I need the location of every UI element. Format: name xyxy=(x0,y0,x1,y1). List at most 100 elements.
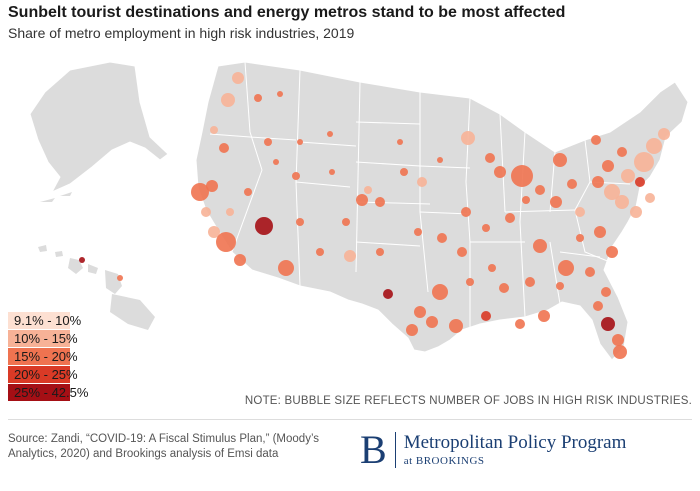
legend-label: 9.1% - 10% xyxy=(14,313,82,328)
legend-item: 25% - 42.5% xyxy=(8,384,144,401)
metro-bubble xyxy=(191,183,209,201)
metro-bubble xyxy=(383,289,393,299)
brand-name: Metropolitan Policy Program xyxy=(403,432,627,453)
metro-bubble xyxy=(505,213,515,223)
metro-bubble xyxy=(216,232,236,252)
metro-bubble xyxy=(264,138,272,146)
legend-label: 10% - 15% xyxy=(14,331,78,346)
brand-subtitle: at BROOKINGS xyxy=(403,455,485,467)
legend-label: 25% - 42.5% xyxy=(14,385,89,400)
metro-bubble xyxy=(482,224,490,232)
metro-bubble xyxy=(437,233,447,243)
metro-bubble xyxy=(426,316,438,328)
metro-bubble xyxy=(511,165,533,187)
metro-bubble xyxy=(327,131,333,137)
metro-bubble xyxy=(376,248,384,256)
metro-bubble xyxy=(621,169,635,183)
metro-bubble xyxy=(617,147,627,157)
metro-bubble xyxy=(646,138,662,154)
metro-bubble xyxy=(273,159,279,165)
metro-bubble xyxy=(292,172,300,180)
metro-bubble xyxy=(481,311,491,321)
legend-swatch xyxy=(8,312,70,329)
legend-swatch xyxy=(8,384,70,401)
metro-bubble xyxy=(437,157,443,163)
metro-bubble xyxy=(533,239,547,253)
metro-bubble xyxy=(226,208,234,216)
us-bubble-map xyxy=(29,61,689,361)
metro-bubble xyxy=(277,91,283,97)
metro-bubble xyxy=(414,306,426,318)
metro-bubble xyxy=(397,139,403,145)
metro-bubble xyxy=(601,317,615,331)
metro-bubble xyxy=(615,195,629,209)
legend-item: 10% - 15% xyxy=(8,330,144,347)
metro-bubble xyxy=(296,218,304,226)
metro-bubbles xyxy=(79,72,670,359)
metro-bubble xyxy=(278,260,294,276)
metro-bubble xyxy=(593,301,603,311)
metro-bubble xyxy=(79,257,85,263)
metro-bubble xyxy=(576,234,584,242)
metro-bubble xyxy=(585,267,595,277)
hawaii-shape xyxy=(38,245,155,330)
metro-bubble xyxy=(406,324,418,336)
metro-bubble xyxy=(485,153,495,163)
metro-bubble xyxy=(461,207,471,217)
metro-bubble xyxy=(342,218,350,226)
metro-bubble xyxy=(567,179,577,189)
metro-bubble xyxy=(417,177,427,187)
metro-bubble xyxy=(601,287,611,297)
brookings-logo: B Metropolitan Policy Program at BROOKIN… xyxy=(360,430,626,470)
metro-bubble xyxy=(255,217,273,235)
metro-bubble xyxy=(635,177,645,187)
metro-bubble xyxy=(232,72,244,84)
metro-bubble xyxy=(432,284,448,300)
metro-bubble xyxy=(591,135,601,145)
metro-bubble xyxy=(606,246,618,258)
metro-bubble xyxy=(329,169,335,175)
metro-bubble xyxy=(208,226,220,238)
footer-divider xyxy=(8,419,692,420)
chart-title: Sunbelt tourist destinations and energy … xyxy=(8,4,566,21)
metro-bubble xyxy=(414,228,422,236)
metro-bubble xyxy=(575,207,585,217)
metro-bubble xyxy=(254,94,262,102)
metro-bubble xyxy=(499,283,509,293)
legend-label: 15% - 20% xyxy=(14,349,78,364)
metro-bubble xyxy=(356,194,368,206)
metro-bubble xyxy=(592,176,604,188)
legend: 9.1% - 10% 10% - 15% 15% - 20% 20% - 25%… xyxy=(8,312,144,402)
metro-bubble xyxy=(522,196,530,204)
chart-subtitle: Share of metro employment in high risk i… xyxy=(8,25,355,41)
legend-item: 20% - 25% xyxy=(8,366,144,383)
brand-separator xyxy=(394,432,396,468)
metro-bubble xyxy=(488,264,496,272)
legend-swatch xyxy=(8,348,70,365)
metro-bubble xyxy=(535,185,545,195)
metro-bubble xyxy=(461,131,475,145)
metro-bubble xyxy=(594,226,606,238)
metro-bubble xyxy=(206,180,218,192)
metro-bubble xyxy=(604,184,620,200)
metro-bubble xyxy=(221,93,235,107)
brand-letter: B xyxy=(360,427,387,472)
metro-bubble xyxy=(613,345,627,359)
alaska-shape xyxy=(29,61,169,194)
metro-bubble xyxy=(297,139,303,145)
metro-bubble xyxy=(658,128,670,140)
metro-bubble xyxy=(550,196,562,208)
metro-bubble xyxy=(244,188,252,196)
metro-bubble xyxy=(219,143,229,153)
legend-label: 20% - 25% xyxy=(14,367,78,382)
state-borders xyxy=(209,61,631,327)
metro-bubble xyxy=(449,319,463,333)
metro-bubble xyxy=(630,206,642,218)
aleutian-islands xyxy=(40,192,72,202)
metro-bubble xyxy=(400,168,408,176)
metro-bubble xyxy=(466,278,474,286)
metro-bubble xyxy=(494,166,506,178)
legend-item: 15% - 20% xyxy=(8,348,144,365)
metro-bubble xyxy=(645,193,655,203)
metro-bubble xyxy=(525,277,535,287)
